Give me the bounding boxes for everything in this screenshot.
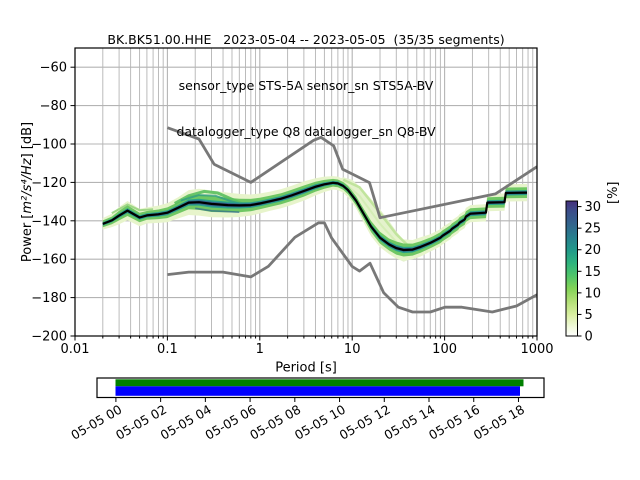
colorbar-tick-label: 20 bbox=[585, 243, 602, 258]
figure-titles: BK.BK51.00.HHE 2023-05-04 -- 2023-05-05 … bbox=[75, 1, 537, 170]
y-axis-label: Power [m²/s⁴/Hz] [dB] bbox=[20, 122, 35, 262]
timeline-tick-label: 05-05 18 bbox=[471, 402, 527, 443]
grid bbox=[74, 48, 538, 337]
x-tick-label: 1000 bbox=[520, 342, 553, 357]
y-tick-label: −140 bbox=[31, 214, 67, 229]
figure-subtitle-sensor: sensor_type STS-5A sensor_sn STS5A-BV bbox=[178, 78, 434, 94]
ppsd-histogram-cloud bbox=[102, 176, 528, 262]
y-axis: −60 −80 −100 −120 −140 −160 −180 −200 Power [m²/… bbox=[20, 61, 75, 345]
colorbar-label: [%] bbox=[606, 182, 621, 205]
colorbar-tick-label: 0 bbox=[585, 330, 593, 345]
figure-title: BK.BK51.00.HHE 2023-05-04 -- 2023-05-05 … bbox=[107, 31, 505, 47]
noise-model-curves bbox=[166, 126, 537, 314]
colorbar-tick-label: 30 bbox=[585, 200, 602, 215]
nhnm-curve bbox=[166, 126, 537, 220]
colorbar-tick-label: 10 bbox=[585, 286, 602, 301]
x-axis-label: Period [s] bbox=[275, 361, 337, 376]
mode-line bbox=[102, 181, 528, 252]
y-tick-label: −60 bbox=[40, 61, 67, 76]
colorbar-tick-label: 15 bbox=[585, 265, 602, 280]
y-tick-label: −120 bbox=[31, 176, 67, 191]
y-tick-label: −180 bbox=[31, 291, 67, 306]
axes bbox=[74, 47, 538, 337]
x-tick-label: 0.1 bbox=[157, 342, 178, 357]
colorbar: 0 5 10 15 20 25 30 [%] bbox=[565, 182, 621, 345]
x-tick-label: 10 bbox=[344, 342, 361, 357]
cloud-streak bbox=[342, 181, 398, 243]
cloud-streak bbox=[195, 207, 240, 213]
colorbar-gradient bbox=[565, 200, 578, 337]
cloud-band bbox=[102, 178, 528, 257]
cloud-streak bbox=[111, 203, 154, 214]
timeline-coverage-bar-blue bbox=[115, 386, 520, 396]
timeline-coverage-bar-green bbox=[115, 379, 524, 387]
x-tick-label: 100 bbox=[432, 342, 457, 357]
x-axis: 0.01 0.1 1 10 100 1000 Period [s] bbox=[61, 336, 554, 376]
y-tick-label: −160 bbox=[31, 253, 67, 268]
cloud-streak bbox=[173, 189, 244, 206]
y-tick-label: −80 bbox=[40, 99, 67, 114]
colorbar-tick-label: 5 bbox=[585, 308, 593, 323]
axes-spines bbox=[74, 47, 538, 337]
x-tick-label: 1 bbox=[256, 342, 264, 357]
colorbar-tick-label: 25 bbox=[585, 222, 602, 237]
nlnm-curve bbox=[167, 221, 537, 314]
y-tick-label: −200 bbox=[31, 330, 67, 345]
figure-subtitle-datalogger: datalogger_type Q8 datalogger_sn Q8-BV bbox=[176, 124, 436, 140]
y-tick-label: −100 bbox=[31, 138, 67, 153]
mode-line-group bbox=[102, 181, 528, 252]
x-tick-label: 0.01 bbox=[61, 342, 90, 357]
